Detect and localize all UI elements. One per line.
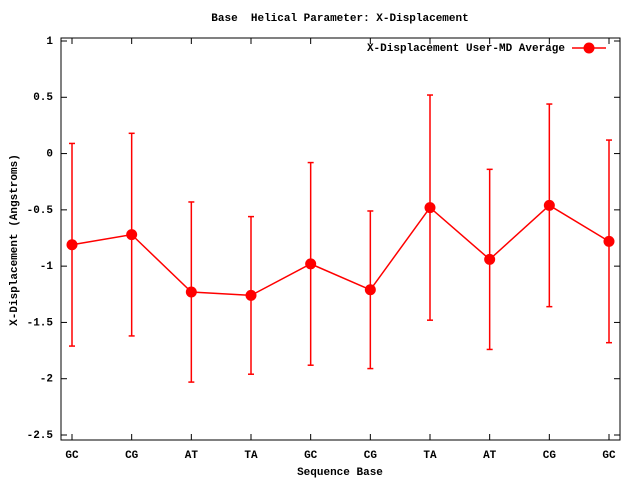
data-point xyxy=(543,199,555,211)
x-tick-label: GC xyxy=(304,450,318,462)
y-axis-label: X-Displacement (Angstroms) xyxy=(9,154,21,326)
data-line xyxy=(71,204,610,297)
y-tick-label: 0 xyxy=(46,148,53,160)
x-tick-label: TA xyxy=(423,450,437,462)
data-point xyxy=(424,202,436,214)
plot-frame xyxy=(60,37,621,441)
data-point xyxy=(484,253,496,265)
data-point xyxy=(305,258,317,270)
x-tick-label: GC xyxy=(65,450,79,462)
x-tick-label: CG xyxy=(543,450,557,462)
x-tick-label: CG xyxy=(125,450,139,462)
data-point xyxy=(185,286,197,298)
y-tick-label: 1 xyxy=(46,36,53,48)
y-tick-label: -1.5 xyxy=(27,317,54,329)
data-point xyxy=(603,235,615,247)
data-point xyxy=(66,239,78,251)
chart-title: Base Helical Parameter: X-Displacement xyxy=(211,13,468,25)
legend-marker xyxy=(583,42,595,54)
x-tick-label: GC xyxy=(602,450,616,462)
data-point xyxy=(126,229,138,241)
data-point xyxy=(364,284,376,296)
x-tick-label: TA xyxy=(244,450,258,462)
x-axis-label: Sequence Base xyxy=(297,467,383,479)
y-tick-label: -2 xyxy=(40,374,53,386)
y-tick-label: -1 xyxy=(40,261,54,273)
legend-label: X-Displacement User-MD Average xyxy=(367,43,565,55)
y-tick-label: -0.5 xyxy=(27,205,54,217)
x-tick-label: AT xyxy=(483,450,497,462)
x-tick-label: CG xyxy=(364,450,378,462)
y-tick-label: 0.5 xyxy=(33,92,53,104)
data-point xyxy=(245,289,257,301)
y-tick-label: -2.5 xyxy=(27,430,54,442)
x-tick-label: AT xyxy=(185,450,199,462)
